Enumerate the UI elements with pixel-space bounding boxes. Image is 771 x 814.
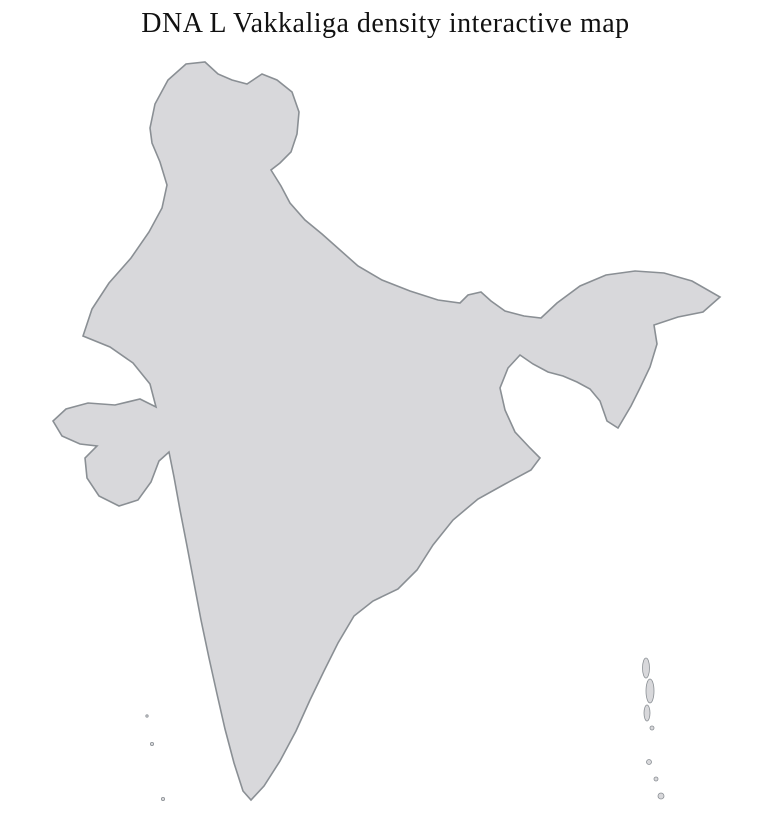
andaman-nicobar-islands[interactable] (642, 657, 665, 800)
island-shape (642, 657, 650, 679)
island-shape (657, 792, 665, 800)
island-shape (645, 678, 655, 704)
island-shape (646, 759, 652, 765)
lakshadweep-islands[interactable] (145, 714, 165, 802)
island-shape (649, 725, 655, 731)
island-shape (643, 704, 651, 722)
district-blob[interactable] (690, 319, 702, 327)
island-shape (149, 742, 154, 747)
island-shape (145, 714, 149, 718)
india-outline (52, 61, 721, 801)
page-title: DNA L Vakkaliga density interactive map (141, 8, 630, 39)
island-shape (653, 776, 659, 782)
island-shape (160, 797, 165, 802)
